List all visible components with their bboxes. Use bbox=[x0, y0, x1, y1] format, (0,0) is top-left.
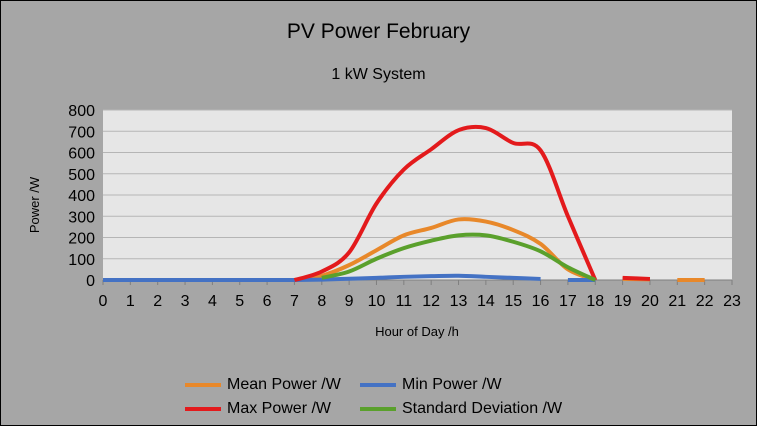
y-tick-label: 0 bbox=[86, 273, 95, 290]
legend-label-mean: Mean Power /W bbox=[227, 376, 341, 393]
legend-swatch-std bbox=[360, 407, 396, 411]
y-axis-label: Power /W bbox=[27, 176, 42, 233]
legend-swatch-mean bbox=[185, 383, 221, 387]
legend-label-min: Min Power /W bbox=[402, 376, 502, 393]
x-tick-label: 5 bbox=[235, 293, 244, 310]
y-tick-label: 300 bbox=[68, 209, 95, 226]
y-tick-label: 800 bbox=[68, 103, 95, 120]
x-tick-label: 7 bbox=[290, 293, 299, 310]
x-tick-label: 0 bbox=[99, 293, 108, 310]
x-tick-label: 17 bbox=[559, 293, 577, 310]
x-tick-label: 3 bbox=[181, 293, 190, 310]
y-tick-label: 600 bbox=[68, 146, 95, 163]
x-tick-label: 1 bbox=[126, 293, 135, 310]
x-axis-label: Hour of Day /h bbox=[375, 324, 459, 339]
series-line-1-seg-0 bbox=[103, 273, 541, 282]
legend-label-max: Max Power /W bbox=[227, 400, 332, 417]
x-tick-label: 20 bbox=[641, 293, 659, 310]
chart-title: PV Power February bbox=[286, 20, 471, 43]
x-tick-label: 2 bbox=[153, 293, 162, 310]
y-tick-label: 500 bbox=[68, 167, 95, 184]
x-tick-label: 13 bbox=[450, 293, 468, 310]
x-tick-label: 11 bbox=[396, 293, 413, 310]
x-tick-label: 14 bbox=[477, 293, 495, 310]
y-tick-label: 700 bbox=[68, 124, 95, 141]
legend-item-min: Min Power /W bbox=[360, 376, 502, 394]
y-tick-label: 200 bbox=[68, 231, 95, 248]
x-tick-label: 4 bbox=[208, 293, 217, 310]
x-tick-label: 15 bbox=[504, 293, 522, 310]
x-tick-label: 9 bbox=[345, 293, 354, 310]
x-tick-label: 19 bbox=[614, 293, 632, 310]
legend-swatch-min bbox=[360, 383, 396, 387]
legend-item-std: Standard Deviation /W bbox=[360, 400, 562, 418]
x-tick-label: 12 bbox=[422, 293, 440, 310]
x-tick-label: 10 bbox=[368, 293, 386, 310]
chart-subtitle: 1 kW System bbox=[331, 66, 426, 83]
x-tick-label: 16 bbox=[532, 293, 550, 310]
x-tick-label: 21 bbox=[668, 293, 686, 310]
legend-item-max: Max Power /W bbox=[185, 400, 331, 418]
legend-swatch-max bbox=[185, 407, 221, 411]
legend-label-std: Standard Deviation /W bbox=[402, 400, 563, 417]
legend-item-mean: Mean Power /W bbox=[185, 376, 341, 394]
x-tick-label: 22 bbox=[696, 293, 714, 310]
series-line-2-seg-1 bbox=[622, 275, 651, 281]
x-tick-label: 18 bbox=[586, 293, 604, 310]
x-tick-label: 23 bbox=[723, 293, 741, 310]
x-tick-label: 6 bbox=[263, 293, 272, 310]
x-tick-label: 8 bbox=[317, 293, 326, 310]
series-line-2-seg-0 bbox=[293, 124, 598, 282]
y-tick-label: 400 bbox=[68, 188, 95, 205]
y-tick-label: 100 bbox=[68, 252, 95, 269]
series-line-3-seg-0 bbox=[321, 232, 597, 282]
